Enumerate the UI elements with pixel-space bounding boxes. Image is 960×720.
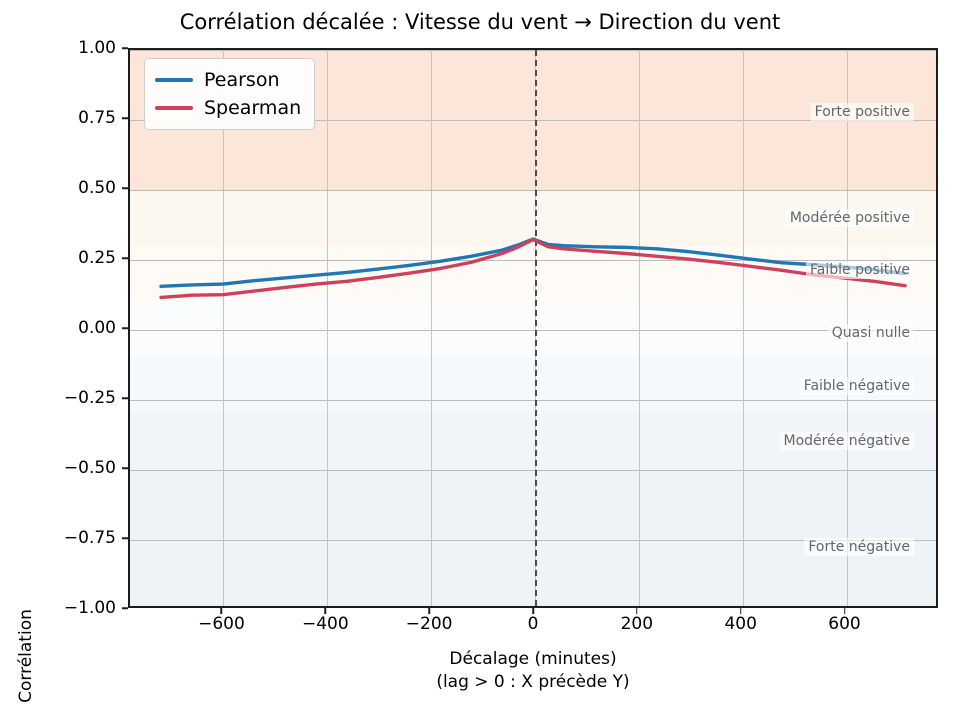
y-tick-mark-8 [122, 607, 128, 609]
x-tick-mark-3 [532, 608, 534, 614]
plot-area: Forte positive Modérée positive Faible pos… [128, 48, 938, 608]
band-label-1: Modérée positive [785, 209, 914, 227]
x-tick-mark-0 [220, 608, 223, 614]
gridline-h-5 [130, 400, 936, 401]
gridline-h-7 [130, 540, 936, 541]
gridline-h-6 [130, 470, 936, 471]
x-axis-sublabel: (lag > 0 : X précède Y) [436, 672, 630, 692]
x-tick-mark-4 [636, 608, 638, 614]
y-tick-mark-1 [122, 117, 128, 119]
legend-swatch-pearson [155, 78, 193, 82]
y-tick-mark-0 [122, 47, 128, 49]
x-axis-label-holder: Décalage (minutes) (lag > 0 : X précède … [128, 648, 938, 694]
gridline-h-4 [130, 330, 936, 331]
y-axis-label: Corrélation [16, 609, 36, 703]
y-tick-mark-6 [122, 467, 128, 469]
y-tick-label-5: −0.25 [63, 388, 116, 408]
x-tick-label-3: 0 [527, 614, 539, 634]
series-lines [130, 50, 936, 606]
band-label-3: Quasi nulle [827, 323, 914, 342]
gridline-v-0 [223, 50, 225, 606]
band-label-5: Modérée négative [779, 431, 914, 450]
x-tick-label-2: −200 [405, 614, 453, 634]
x-axis-label: Décalage (minutes) [449, 649, 617, 669]
zero-lag-reference-line [535, 50, 537, 606]
band-label-6: Forte négative [804, 538, 914, 556]
x-tick-mark-1 [324, 608, 327, 614]
x-tick-label-0: −600 [198, 614, 245, 634]
y-tick-label-0: 1.00 [78, 38, 116, 58]
y-tick-label-1: 0.75 [78, 108, 116, 128]
legend-label-pearson: Pearson [204, 69, 280, 91]
band-6 [130, 470, 936, 606]
chart-legend[interactable]: Pearson Spearman [144, 58, 316, 130]
band-label-2: Faible positive [806, 260, 914, 279]
legend-item-spearman[interactable]: Spearman [155, 94, 301, 122]
gridline-v-2 [431, 50, 433, 606]
y-tick-mark-7 [122, 537, 128, 539]
y-tick-label-6: −0.50 [63, 458, 116, 478]
y-tick-label-7: −0.75 [63, 528, 116, 548]
y-tick-mark-5 [122, 397, 128, 399]
y-tick-mark-2 [122, 187, 128, 189]
x-tick-mark-2 [428, 608, 430, 614]
y-tick-mark-3 [122, 257, 128, 259]
x-tick-label-5: 400 [724, 614, 757, 634]
series-line-spearman [161, 240, 905, 298]
y-tick-label-3: 0.25 [78, 248, 116, 268]
x-tick-label-1: −400 [301, 614, 349, 634]
y-tick-mark-4 [122, 327, 128, 329]
band-label-0: Forte positive [810, 102, 914, 121]
series-line-pearson [161, 239, 905, 286]
band-label-4: Faible négative [799, 377, 914, 395]
x-tick-label-4: 200 [620, 614, 654, 634]
gridline-v-1 [327, 50, 329, 606]
x-tick-mark-6 [843, 608, 846, 614]
y-tick-label-8: −1.00 [63, 598, 116, 618]
y-tick-label-2: 0.50 [78, 178, 116, 198]
y-tick-label-4: 0.00 [78, 318, 116, 338]
legend-label-spearman: Spearman [204, 97, 302, 119]
gridline-h-3 [130, 260, 936, 261]
chart-title: Corrélation décalée : Vitesse du vent → … [179, 10, 781, 34]
gridline-h-1 [130, 120, 936, 121]
x-tick-mark-5 [739, 608, 742, 614]
legend-item-pearson[interactable]: Pearson [155, 66, 301, 94]
gridline-h-2 [130, 190, 936, 191]
gridline-h-0 [130, 50, 936, 51]
gridline-v-5 [742, 50, 744, 606]
x-tick-label-6: 600 [828, 614, 861, 634]
legend-swatch-spearman [155, 106, 193, 110]
gridline-v-4 [638, 50, 640, 606]
